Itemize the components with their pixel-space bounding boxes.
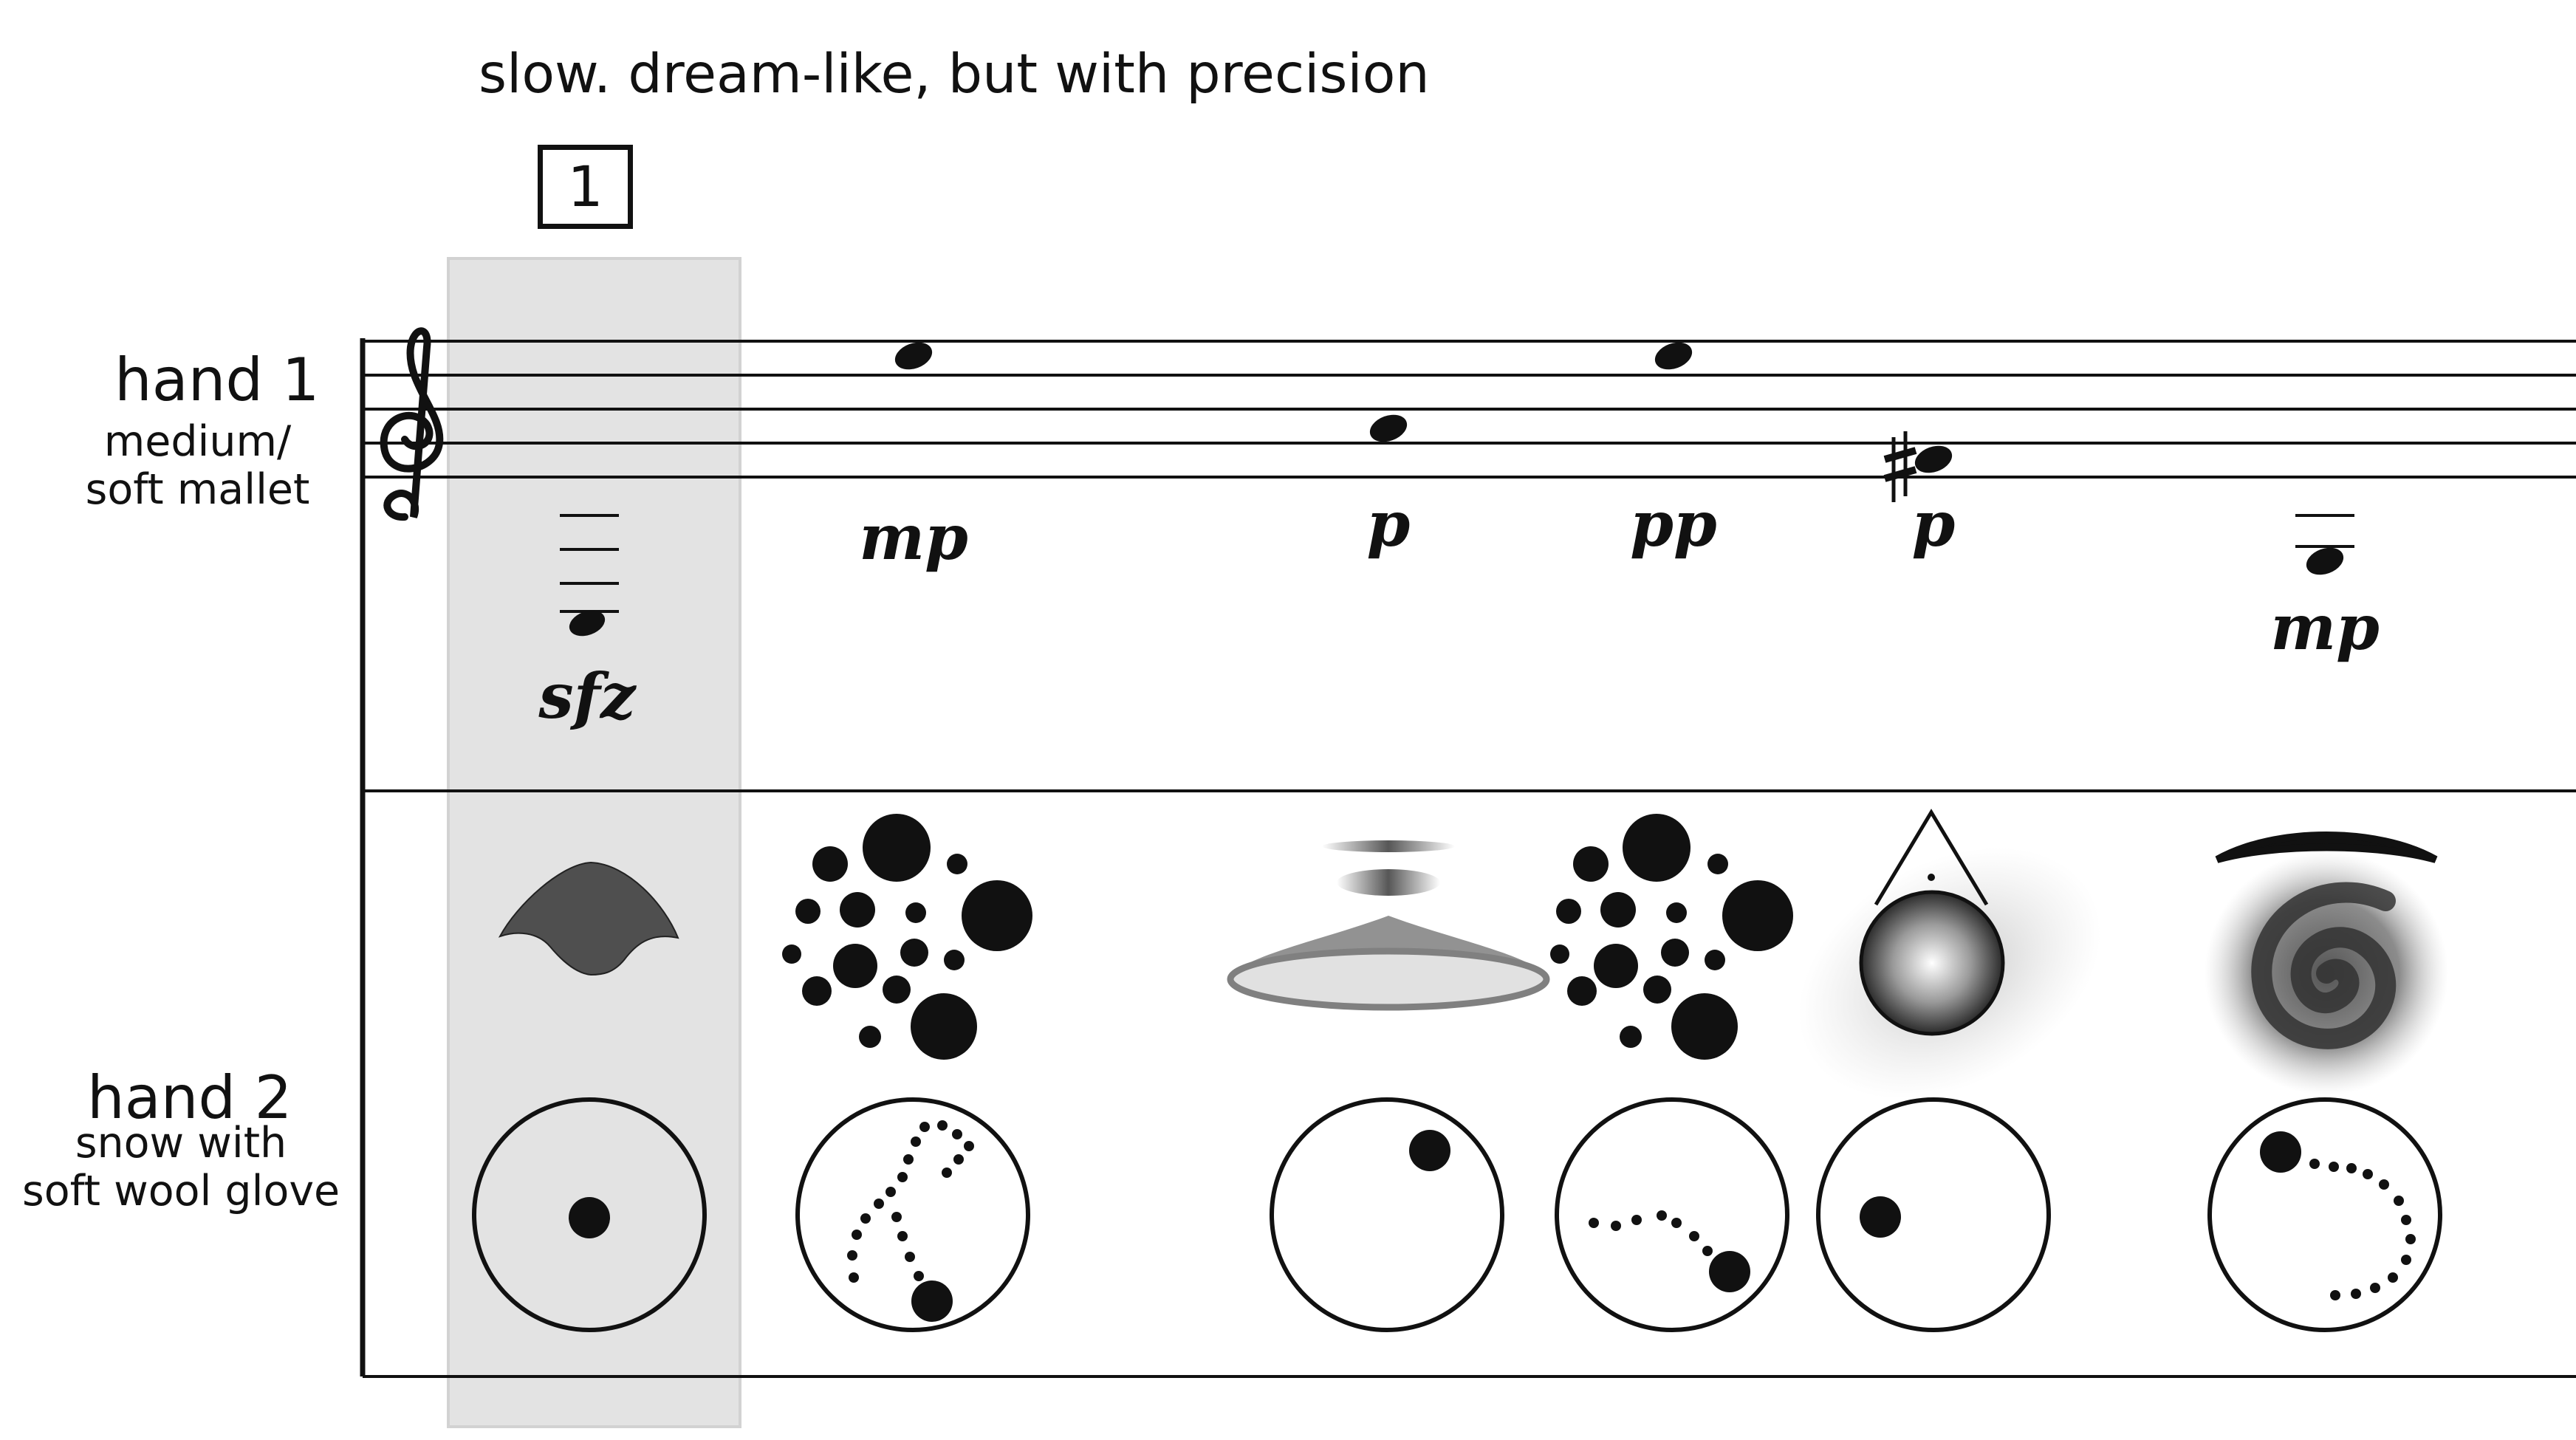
circle-diagram-icon [1816,1097,2051,1332]
dynamic-marking: mp [2270,591,2380,664]
hand2-implement-line1: snow with [75,1119,287,1168]
circle-diagram-icon [1555,1097,1789,1332]
sharp-icon [1883,431,1917,502]
hand2-implement-line2: soft wool glove [22,1167,340,1216]
dot-cluster-icon [782,814,1032,1060]
hand1-implement-line1: medium/ [103,417,292,466]
tempo-marking: slow. dream-like, but with precision [479,43,1430,106]
dynamic-marking: p [1366,487,1411,560]
rehearsal-mark: 1 [538,145,633,229]
note-head-icon [2306,547,2344,575]
note-head-icon [1914,445,1953,473]
mound-shape-icon [498,861,679,976]
spiral-icon [2205,832,2448,1095]
dynamic-marking: pp [1630,487,1717,560]
dynamic-marking: p [1911,487,1956,560]
hand1-name: hand 1 [114,346,320,414]
dot-cluster-icon [1550,814,1793,1060]
disc-icon [1227,840,1550,1011]
staff-lines [363,340,2576,479]
gradient-sphere-icon [1798,809,2101,1100]
ledger-lines-col6 [2295,514,2354,548]
dynamic-marking: sfz [538,659,636,733]
circle-diagram-icon [1270,1097,1504,1332]
note-head-icon [894,342,933,370]
circle-diagram-icon [795,1097,1030,1332]
note-head-icon [1654,342,1693,370]
treble-clef-icon [380,327,444,521]
circle-diagram-icon [2207,1097,2442,1332]
hand2-name: hand 2 [87,1063,292,1132]
note-head-icon [569,610,606,637]
hand1-implement-line2: soft mallet [85,465,310,514]
note-head-icon [1369,414,1408,442]
dynamic-marking: mp [859,501,968,574]
circle-diagram-icon [472,1097,707,1332]
